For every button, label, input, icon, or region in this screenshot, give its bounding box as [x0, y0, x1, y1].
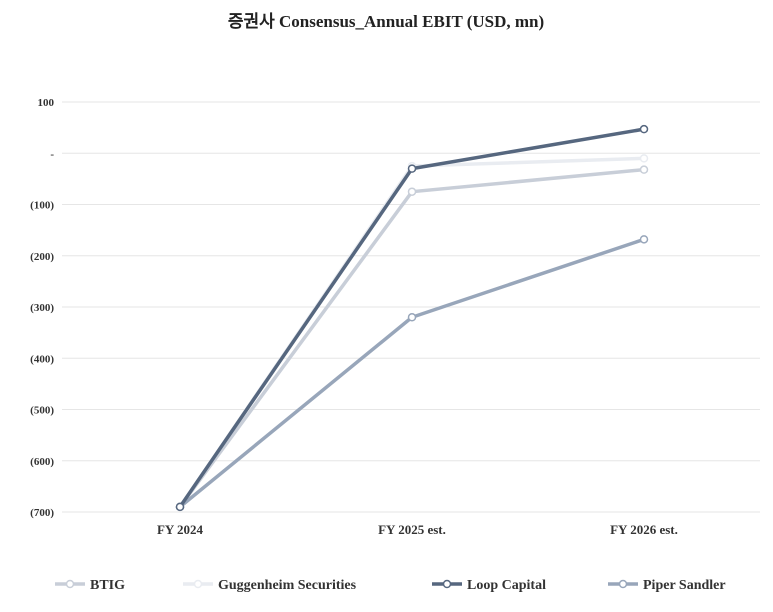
data-point [639, 165, 649, 174]
grid [62, 101, 760, 513]
x-axis-tick-labels: FY 2024 FY 2025 est. FY 2026 est. [157, 522, 678, 537]
series-line [178, 237, 646, 509]
y-tick-label: (300) [30, 302, 54, 314]
legend-item: BTIG [55, 578, 125, 593]
data-point [407, 313, 417, 322]
y-axis-tick-labels: 100 - (100) (200) (300) (400) (500) (600) (700) [30, 97, 54, 519]
legend: BTIG Guggenheim Securities Loop Capital Pip… [55, 578, 726, 593]
series-guggenheim-securities [175, 154, 649, 512]
legend-marker [193, 579, 203, 589]
data-point [639, 235, 649, 244]
legend-marker [65, 579, 75, 589]
series-piper-sandler [175, 235, 649, 512]
chart-title: 증권사 Consensus_Annual EBIT (USD, mn) [228, 12, 544, 31]
legend-marker [442, 579, 452, 589]
data-point [407, 187, 417, 196]
series-line [178, 167, 646, 509]
legend-label: Piper Sandler [643, 578, 726, 593]
x-tick-label: FY 2024 [157, 522, 204, 537]
data-point [639, 124, 649, 134]
y-tick-label: 100 [38, 97, 55, 109]
legend-item: Loop Capital [432, 578, 546, 593]
y-tick-label: (500) [30, 405, 54, 417]
y-tick-label: (600) [30, 456, 54, 468]
data-point [175, 502, 185, 512]
legend-label: Guggenheim Securities [218, 578, 357, 593]
legend-label: BTIG [90, 578, 125, 593]
y-tick-label: (700) [30, 507, 54, 519]
y-tick-label: - [50, 148, 54, 160]
y-tick-label: (200) [30, 251, 54, 263]
data-point [407, 164, 417, 173]
data-point [639, 154, 649, 163]
legend-marker [618, 579, 628, 589]
y-tick-label: (100) [30, 200, 54, 212]
x-tick-label: FY 2025 est. [378, 522, 446, 537]
legend-item: Guggenheim Securities [183, 578, 357, 593]
y-tick-label: (400) [30, 353, 54, 365]
legend-label: Loop Capital [467, 578, 546, 593]
series-btig [175, 165, 649, 512]
series-lines [175, 124, 649, 512]
x-tick-label: FY 2026 est. [610, 522, 678, 537]
series-loop-capital [175, 124, 649, 512]
series-line [178, 156, 646, 509]
legend-item: Piper Sandler [608, 578, 726, 593]
